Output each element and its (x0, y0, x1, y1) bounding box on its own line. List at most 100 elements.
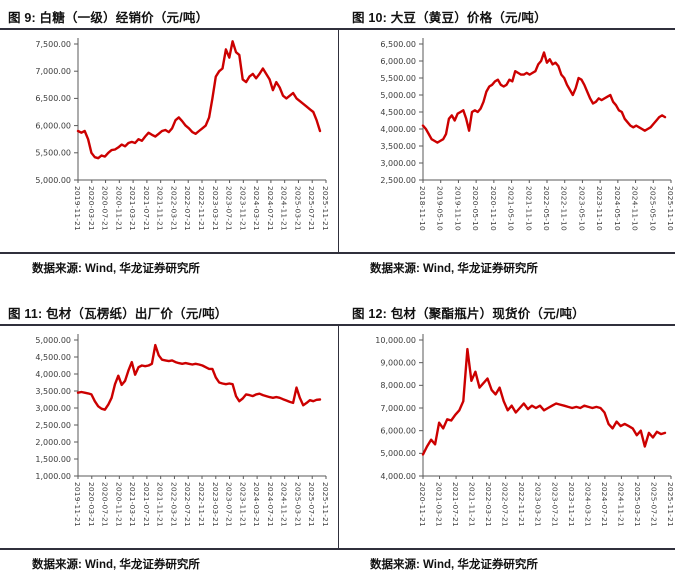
figure-10-panel: 图 10: 大豆（黄豆）价格（元/吨） 2,500.00 3,000.00 3,50… (338, 4, 675, 276)
svg-text:5,000.00: 5,000.00 (35, 336, 71, 345)
figure-11-body: 1,000.00 1,500.00 2,000.00 2,500.00 3,000.00… (0, 324, 338, 550)
svg-text:2021-11-10: 2021-11-10 (524, 186, 533, 231)
svg-text:2018-11-10: 2018-11-10 (418, 186, 427, 231)
svg-text:2019-11-21: 2019-11-21 (73, 482, 82, 527)
svg-text:5,000.00: 5,000.00 (380, 91, 416, 100)
svg-text:3,000.00: 3,000.00 (35, 404, 71, 413)
svg-text:2025-03-21: 2025-03-21 (293, 482, 302, 527)
svg-text:2023-03-21: 2023-03-21 (534, 482, 543, 527)
svg-text:2022-07-21: 2022-07-21 (183, 482, 192, 527)
svg-text:2022-11-21: 2022-11-21 (197, 482, 206, 527)
svg-text:2024-11-10: 2024-11-10 (631, 186, 640, 231)
svg-text:2024-03-21: 2024-03-21 (252, 482, 261, 527)
svg-text:2023-11-21: 2023-11-21 (238, 186, 247, 231)
figure-9-body: 5,000.00 5,500.00 6,000.00 6,500.00 7,000.00… (0, 28, 338, 254)
svg-text:2021-11-21: 2021-11-21 (156, 482, 165, 527)
svg-text:2024-11-21: 2024-11-21 (280, 186, 289, 231)
svg-text:2023-11-21: 2023-11-21 (238, 482, 247, 527)
svg-text:2022-07-21: 2022-07-21 (183, 186, 192, 231)
svg-text:6,500.00: 6,500.00 (35, 94, 71, 103)
svg-text:4,500.00: 4,500.00 (380, 108, 416, 117)
svg-text:2025-05-10: 2025-05-10 (648, 186, 657, 231)
svg-text:2025-07-21: 2025-07-21 (649, 482, 658, 527)
svg-text:2023-11-10: 2023-11-10 (595, 186, 604, 231)
svg-text:6,000.00: 6,000.00 (380, 57, 416, 66)
svg-text:2022-03-21: 2022-03-21 (169, 186, 178, 231)
svg-text:2024-11-21: 2024-11-21 (280, 482, 289, 527)
svg-text:5,000.00: 5,000.00 (35, 176, 71, 185)
figure-12-source: 数据来源: Wind, 华龙证券研究所 (370, 559, 538, 571)
svg-text:2020-11-21: 2020-11-21 (418, 482, 427, 527)
svg-text:2020-03-21: 2020-03-21 (87, 482, 96, 527)
svg-text:5,000.00: 5,000.00 (380, 449, 416, 458)
svg-text:2021-03-21: 2021-03-21 (128, 482, 137, 527)
svg-text:2,500.00: 2,500.00 (380, 176, 416, 185)
figure-11-source: 数据来源: Wind, 华龙证券研究所 (32, 559, 200, 571)
svg-text:2024-07-21: 2024-07-21 (266, 482, 275, 527)
svg-text:2022-03-21: 2022-03-21 (484, 482, 493, 527)
svg-text:2025-11-21: 2025-11-21 (321, 186, 330, 231)
svg-text:2023-03-21: 2023-03-21 (211, 186, 220, 231)
svg-text:2021-07-21: 2021-07-21 (451, 482, 460, 527)
svg-text:2023-11-21: 2023-11-21 (567, 482, 576, 527)
svg-text:2025-11-21: 2025-11-21 (666, 482, 675, 527)
svg-text:2020-11-10: 2020-11-10 (489, 186, 498, 231)
svg-text:2021-03-21: 2021-03-21 (128, 186, 137, 231)
svg-text:2025-07-21: 2025-07-21 (307, 186, 316, 231)
svg-text:2024-03-21: 2024-03-21 (583, 482, 592, 527)
svg-text:2,500.00: 2,500.00 (35, 421, 71, 430)
svg-text:3,500.00: 3,500.00 (35, 387, 71, 396)
svg-text:2022-11-10: 2022-11-10 (560, 186, 569, 231)
svg-text:3,500.00: 3,500.00 (380, 142, 416, 151)
figure-12-body: 4,000.00 5,000.00 6,000.00 7,000.00 8,000.00… (338, 324, 675, 550)
svg-text:2022-11-21: 2022-11-21 (517, 482, 526, 527)
svg-text:2020-11-21: 2020-11-21 (114, 482, 123, 527)
svg-text:2024-03-21: 2024-03-21 (252, 186, 261, 231)
figure-grid: 图 9: 白糖（一级）经销价（元/吨） 5,000.00 5,500.00 6,00… (0, 4, 675, 572)
svg-text:2021-11-21: 2021-11-21 (156, 186, 165, 231)
svg-text:2023-03-21: 2023-03-21 (211, 482, 220, 527)
svg-text:2021-07-21: 2021-07-21 (142, 482, 151, 527)
svg-text:1,500.00: 1,500.00 (35, 455, 71, 464)
corrugated-paper-price-chart: 1,000.00 1,500.00 2,000.00 2,500.00 3,000.00… (0, 326, 332, 550)
svg-text:4,500.00: 4,500.00 (35, 353, 71, 362)
svg-text:6,000.00: 6,000.00 (380, 426, 416, 435)
figure-12-title: 图 12: 包材（聚酯瓶片）现货价（元/吨） (352, 306, 585, 321)
svg-text:2019-11-10: 2019-11-10 (453, 186, 462, 231)
soybean-price-chart: 2,500.00 3,000.00 3,500.00 4,000.00 4,500.00… (345, 30, 675, 254)
svg-text:4,000.00: 4,000.00 (35, 370, 71, 379)
figure-11-title: 图 11: 包材（瓦楞纸）出厂价（元/吨） (8, 306, 228, 321)
svg-text:4,000.00: 4,000.00 (380, 472, 416, 481)
svg-text:6,500.00: 6,500.00 (380, 40, 416, 49)
figure-10-source: 数据来源: Wind, 华龙证券研究所 (370, 263, 538, 275)
svg-text:5,500.00: 5,500.00 (35, 149, 71, 158)
svg-text:2025-03-21: 2025-03-21 (293, 186, 302, 231)
figure-9-title: 图 9: 白糖（一级）经销价（元/吨） (8, 10, 209, 25)
svg-text:7,500.00: 7,500.00 (35, 40, 71, 49)
svg-text:6,000.00: 6,000.00 (35, 121, 71, 130)
svg-text:7,000.00: 7,000.00 (35, 67, 71, 76)
svg-text:2023-05-10: 2023-05-10 (577, 186, 586, 231)
svg-text:2025-07-21: 2025-07-21 (307, 482, 316, 527)
figure-10-title: 图 10: 大豆（黄豆）价格（元/吨） (352, 10, 547, 25)
svg-text:2025-03-21: 2025-03-21 (633, 482, 642, 527)
svg-text:4,000.00: 4,000.00 (380, 125, 416, 134)
svg-text:2022-07-21: 2022-07-21 (501, 482, 510, 527)
figure-10-body: 2,500.00 3,000.00 3,500.00 4,000.00 4,500.00… (338, 28, 675, 254)
svg-text:5,500.00: 5,500.00 (380, 74, 416, 83)
svg-text:2020-03-21: 2020-03-21 (87, 186, 96, 231)
svg-text:7,000.00: 7,000.00 (380, 404, 416, 413)
figure-12-panel: 图 12: 包材（聚酯瓶片）现货价（元/吨） 4,000.00 5,000.00 6… (338, 300, 675, 572)
svg-text:1,000.00: 1,000.00 (35, 472, 71, 481)
svg-text:2022-03-21: 2022-03-21 (169, 482, 178, 527)
svg-text:2021-03-21: 2021-03-21 (435, 482, 444, 527)
svg-text:2019-11-21: 2019-11-21 (73, 186, 82, 231)
svg-text:2024-11-21: 2024-11-21 (616, 482, 625, 527)
svg-text:2020-11-21: 2020-11-21 (114, 186, 123, 231)
figure-9-panel: 图 9: 白糖（一级）经销价（元/吨） 5,000.00 5,500.00 6,00… (0, 4, 338, 276)
svg-text:2021-07-21: 2021-07-21 (142, 186, 151, 231)
svg-text:2021-11-21: 2021-11-21 (468, 482, 477, 527)
svg-text:2022-11-21: 2022-11-21 (197, 186, 206, 231)
svg-text:2023-07-21: 2023-07-21 (550, 482, 559, 527)
